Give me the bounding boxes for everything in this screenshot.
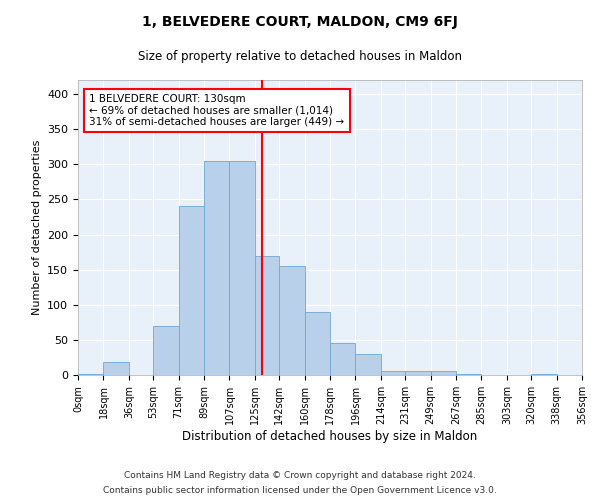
Bar <box>531 374 557 375</box>
Bar <box>330 344 355 375</box>
Bar <box>255 256 279 375</box>
Text: Contains HM Land Registry data © Crown copyright and database right 2024.: Contains HM Land Registry data © Crown c… <box>124 471 476 480</box>
Bar <box>103 362 129 375</box>
Bar <box>153 326 179 375</box>
Bar <box>204 161 229 375</box>
Y-axis label: Number of detached properties: Number of detached properties <box>32 140 41 315</box>
Bar <box>405 372 431 375</box>
Text: Contains public sector information licensed under the Open Government Licence v3: Contains public sector information licen… <box>103 486 497 495</box>
X-axis label: Distribution of detached houses by size in Maldon: Distribution of detached houses by size … <box>182 430 478 442</box>
Bar <box>456 374 481 375</box>
Bar <box>381 372 405 375</box>
Bar <box>305 312 330 375</box>
Text: Size of property relative to detached houses in Maldon: Size of property relative to detached ho… <box>138 50 462 63</box>
Bar <box>431 372 456 375</box>
Bar <box>279 266 305 375</box>
Bar <box>355 354 381 375</box>
Text: 1, BELVEDERE COURT, MALDON, CM9 6FJ: 1, BELVEDERE COURT, MALDON, CM9 6FJ <box>142 15 458 29</box>
Bar <box>229 161 255 375</box>
Bar <box>78 374 103 375</box>
Bar <box>179 206 204 375</box>
Text: 1 BELVEDERE COURT: 130sqm
← 69% of detached houses are smaller (1,014)
31% of se: 1 BELVEDERE COURT: 130sqm ← 69% of detac… <box>89 94 344 127</box>
